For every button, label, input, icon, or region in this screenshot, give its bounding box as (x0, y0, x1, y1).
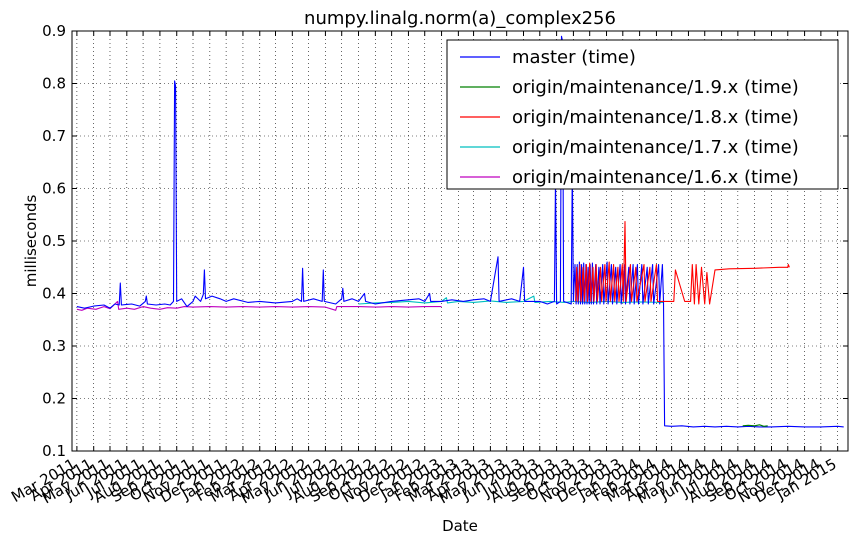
series-line-0 (76, 35, 844, 428)
legend-label: origin/maintenance/1.9.x (time) (512, 77, 799, 98)
y-axis: 0.1 0.2 0.3 0.4 0.5 0.6 0.7 0.8 0.9 (42, 22, 848, 460)
y-tick-label: 0.8 (42, 75, 66, 93)
series-line-3 (358, 295, 664, 305)
legend-box (446, 39, 839, 190)
y-tick-label: 0.2 (42, 390, 66, 408)
series-line-2 (575, 221, 790, 305)
legend-label: origin/maintenance/1.7.x (time) (512, 137, 799, 158)
legend-label: master (time) (512, 47, 636, 68)
y-tick-label: 0.9 (42, 22, 66, 40)
legend: master (time) origin/maintenance/1.9.x (t… (446, 39, 839, 190)
y-tick-label: 0.4 (42, 285, 66, 303)
y-tick-label: 0.5 (42, 232, 66, 250)
y-axis-label: milliseconds (22, 195, 40, 288)
series-layer (76, 35, 844, 428)
x-axis-label: Date (442, 517, 478, 535)
y-tick-label: 0.1 (42, 442, 66, 460)
y-tick-label: 0.7 (42, 127, 66, 145)
series-line-1 (742, 424, 768, 427)
chart-title: numpy.linalg.norm(a)_complex256 (304, 8, 616, 29)
y-tick-label: 0.6 (42, 180, 66, 198)
legend-label: origin/maintenance/1.6.x (time) (512, 167, 799, 188)
y-tick-label: 0.3 (42, 337, 66, 355)
legend-label: origin/maintenance/1.8.x (time) (512, 107, 799, 128)
